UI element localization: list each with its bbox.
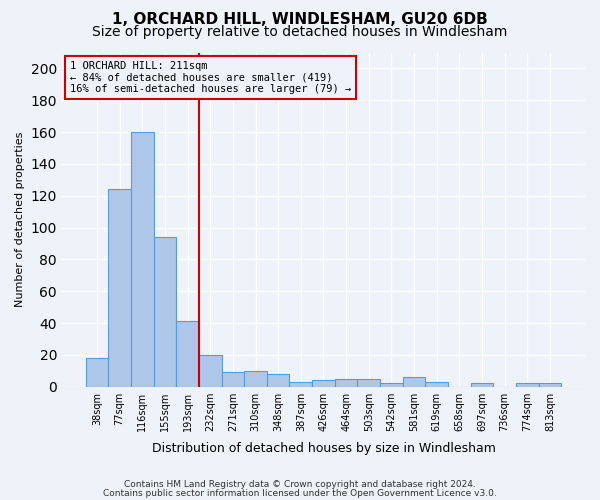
Bar [403, 377, 425, 386]
Bar [312, 380, 335, 386]
Bar [358, 378, 380, 386]
Bar [221, 372, 244, 386]
Bar [425, 382, 448, 386]
Bar [109, 190, 131, 386]
Bar [516, 384, 539, 386]
Bar [289, 382, 312, 386]
Text: 1, ORCHARD HILL, WINDLESHAM, GU20 6DB: 1, ORCHARD HILL, WINDLESHAM, GU20 6DB [112, 12, 488, 28]
Bar [131, 132, 154, 386]
Text: 1 ORCHARD HILL: 211sqm
← 84% of detached houses are smaller (419)
16% of semi-de: 1 ORCHARD HILL: 211sqm ← 84% of detached… [70, 61, 351, 94]
Bar [470, 384, 493, 386]
Bar [539, 384, 561, 386]
Bar [154, 237, 176, 386]
X-axis label: Distribution of detached houses by size in Windlesham: Distribution of detached houses by size … [152, 442, 496, 455]
Bar [86, 358, 109, 386]
Bar [244, 370, 267, 386]
Bar [199, 355, 221, 386]
Bar [176, 322, 199, 386]
Text: Size of property relative to detached houses in Windlesham: Size of property relative to detached ho… [92, 25, 508, 39]
Text: Contains HM Land Registry data © Crown copyright and database right 2024.: Contains HM Land Registry data © Crown c… [124, 480, 476, 489]
Bar [380, 384, 403, 386]
Text: Contains public sector information licensed under the Open Government Licence v3: Contains public sector information licen… [103, 488, 497, 498]
Bar [335, 378, 358, 386]
Bar [267, 374, 289, 386]
Y-axis label: Number of detached properties: Number of detached properties [15, 132, 25, 308]
